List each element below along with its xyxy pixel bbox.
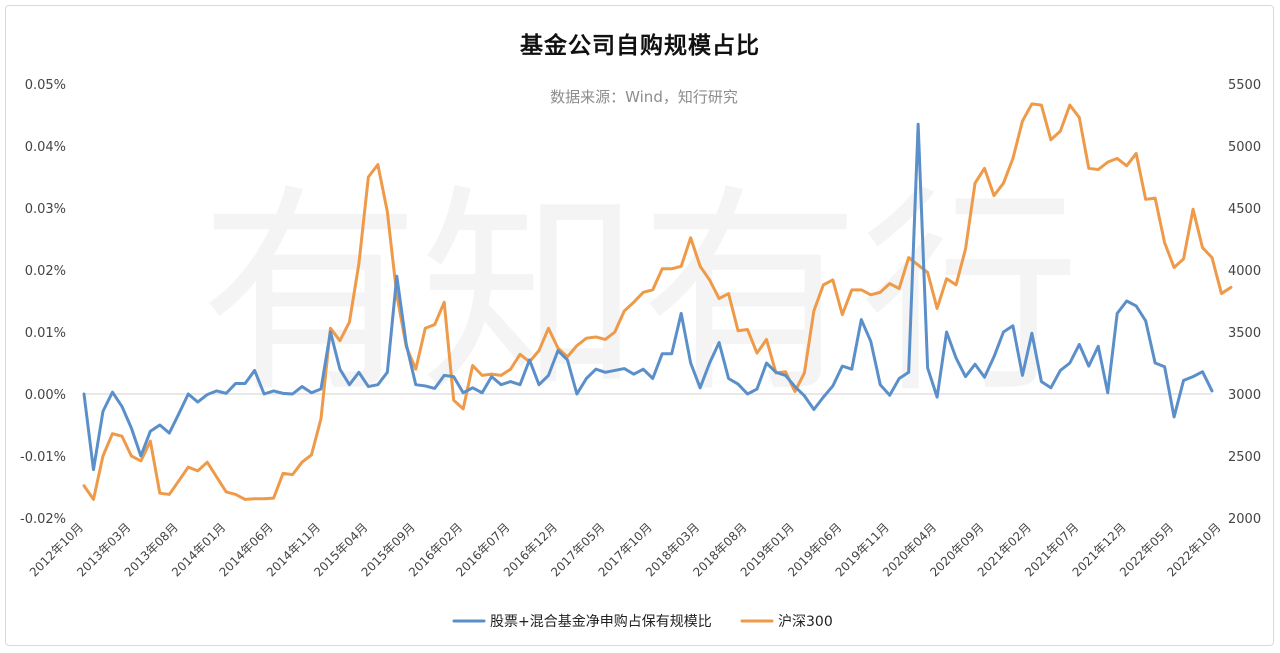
left-y-tick-label: -0.02% [20,512,66,527]
series-line-csi300 [82,102,1233,501]
right-y-axis: 5500 5000 4500 4000 3500 3000 2500 2000 [1228,78,1261,527]
chart-subtitle: 数据来源：Wind，知行研究 [550,88,738,106]
left-y-tick-label: 0.01% [25,326,66,341]
right-y-tick-label: 3500 [1228,326,1261,341]
right-y-tick-label: 4000 [1228,264,1261,279]
right-y-tick-label: 2000 [1228,512,1261,527]
legend-label: 股票+混合基金净申购占保有规模比 [490,613,712,630]
left-y-tick-label: -0.01% [20,450,66,465]
right-y-tick-label: 5500 [1228,78,1261,93]
legend-label: 沪深300 [778,614,833,630]
left-y-tick-label: 0.02% [25,264,66,279]
legend: 股票+混合基金净申购占保有规模比 沪深300 [452,613,833,630]
right-y-tick-label: 5000 [1228,140,1261,155]
series-line-fund-ratio [82,122,1214,472]
left-y-tick-label: 0.03% [25,202,66,217]
series-lines [82,102,1233,501]
right-y-tick-label: 4500 [1228,202,1261,217]
right-y-tick-label: 2500 [1228,450,1261,465]
left-y-tick-label: 0.05% [25,78,66,93]
chart-title: 基金公司自购规模占比 [520,33,760,59]
left-y-axis: 0.05% 0.04% 0.03% 0.02% 0.01% 0.00% -0.01% -0.0… [20,78,66,527]
right-y-tick-label: 3000 [1228,388,1261,403]
chart-frame [5,5,1274,646]
left-y-tick-label: 0.04% [25,140,66,155]
left-y-tick-label: 0.00% [25,388,66,403]
